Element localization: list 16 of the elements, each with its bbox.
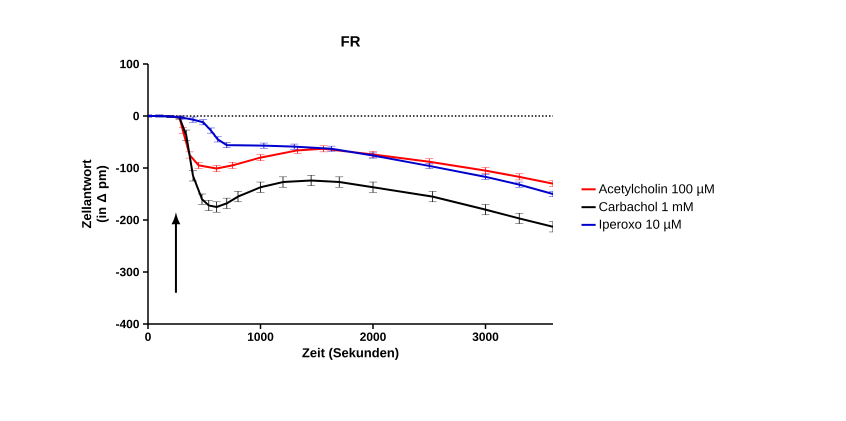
- chart-title: FR: [342, 36, 360, 46]
- y-axis-title: Zellantwort (in Δ pm): [82, 160, 109, 228]
- y-tick-label: 0: [133, 112, 139, 120]
- y-tick-label: -400: [116, 320, 139, 328]
- x-tick-label: 3000: [472, 332, 498, 342]
- x-axis-title: Zeit (Sekunden): [302, 348, 398, 360]
- legend-label: Iperoxo 10 µM: [600, 220, 681, 232]
- x-tick-label: 2000: [360, 332, 386, 341]
- x-tick-label: 0: [145, 332, 151, 341]
- legend-label: Acetylcholin 100 µM: [598, 184, 714, 196]
- y-tick-label: -200: [116, 216, 139, 224]
- legend-label: Carbachol 1 mM: [599, 202, 693, 212]
- x-tick-label: 1000: [248, 332, 274, 341]
- y-tick-label: 100: [120, 60, 139, 68]
- y-tick-label: -100: [116, 164, 139, 172]
- y-tick-label: -300: [116, 268, 139, 276]
